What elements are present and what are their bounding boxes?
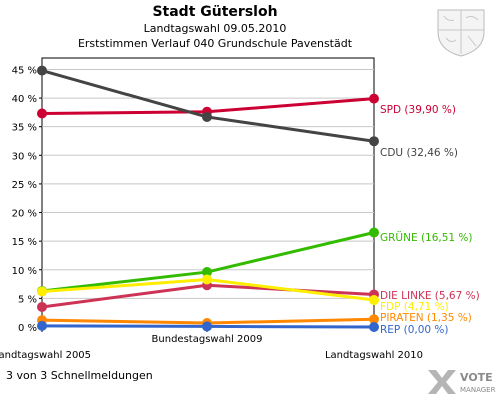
series-label: PIRATEN (1,35 %) (380, 312, 472, 324)
series-label: DIE LINKE (5,67 %) (380, 290, 480, 302)
series-label: CDU (32,46 %) (380, 147, 458, 159)
chart-subtitle-2: Erststimmen Verlauf 040 Grundschule Pave… (77, 37, 353, 50)
y-tick-label: 30 % (12, 151, 37, 162)
footer-text: 3 von 3 Schnellmeldungen (6, 369, 153, 382)
y-tick-label: 25 % (12, 180, 37, 191)
y-tick-label: 20 % (12, 209, 37, 220)
data-point (369, 93, 379, 104)
data-point (369, 295, 379, 306)
series-label: REP (0,00 %) (380, 324, 449, 336)
coat-of-arms-icon (437, 9, 485, 57)
ballot-x-icon (428, 370, 456, 394)
data-point (369, 227, 379, 238)
y-tick-label: 5 % (18, 294, 37, 305)
chart-subtitle: Landtagswahl 09.05.2010 (143, 22, 287, 35)
y-tick-label: 35 % (12, 123, 37, 134)
data-point (37, 301, 47, 312)
data-point (202, 321, 212, 332)
x-tick-label: Landtagswahl 2005 (0, 350, 91, 361)
y-tick-label: 40 % (12, 94, 37, 105)
y-tick-label: 15 % (12, 237, 37, 248)
y-tick-label: 10 % (12, 266, 37, 277)
svg-text:VOTE: VOTE (460, 371, 493, 384)
y-tick-label: 0 % (18, 323, 37, 334)
votemanager-logo: VOTE MANAGER (428, 370, 496, 394)
data-point (37, 108, 47, 119)
data-point (37, 65, 47, 76)
data-point (369, 136, 379, 147)
data-point (37, 320, 47, 331)
series-label: GRÜNE (16,51 %) (380, 231, 473, 244)
data-point (202, 274, 212, 285)
data-point (369, 322, 379, 332)
series-label: SPD (39,90 %) (380, 104, 456, 116)
y-tick-label: 45 % (12, 65, 37, 76)
svg-text:MANAGER: MANAGER (460, 386, 496, 394)
x-tick-label: Landtagswahl 2010 (325, 350, 423, 361)
chart-title: Stadt Gütersloh (152, 4, 278, 20)
data-point (202, 111, 212, 122)
x-tick-label: Bundestagswahl 2009 (152, 334, 263, 345)
series-label: FDP (4,71 %) (380, 301, 449, 313)
data-point (37, 286, 47, 297)
